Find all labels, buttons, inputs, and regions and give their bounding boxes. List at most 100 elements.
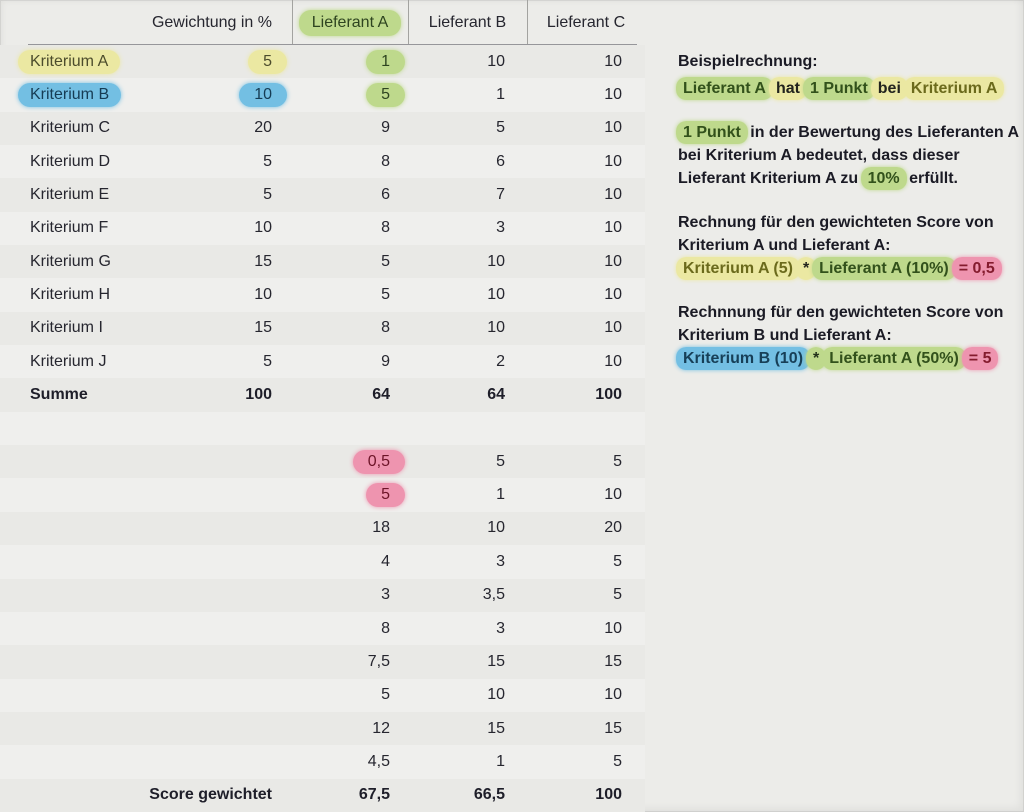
cell-weighted-b: 1 <box>496 752 505 770</box>
cell-weighted-c: 5 <box>613 586 622 604</box>
cell-weighted-c: 15 <box>604 719 622 737</box>
criterion-row: Kriterium A 5 1 10 10 <box>0 45 645 79</box>
cell-weighted-a: 3 <box>381 586 390 604</box>
column-header-weight: Gewichtung in % <box>151 13 272 31</box>
cell-weighted-a: 7,5 <box>367 652 390 670</box>
cell-sum-b: 64 <box>487 386 505 404</box>
highlight-green: Lieferant A (50%) <box>822 347 966 370</box>
highlight-green: Lieferant A <box>298 9 402 36</box>
cell-weight: 10 <box>239 83 287 108</box>
cell-total-b: 66,5 <box>473 786 505 804</box>
cell-sum-c: 100 <box>595 386 622 404</box>
cell-score-c: 10 <box>604 152 622 170</box>
column-header-lieferant-b: Lieferant B <box>428 13 507 31</box>
cell-score-a: 5 <box>381 286 390 304</box>
weighted-row: 5 10 10 <box>0 678 645 712</box>
header-underline <box>28 44 637 45</box>
criterion-row: Kriterium B 10 5 1 10 <box>0 78 645 112</box>
cell-total-a: 67,5 <box>358 786 390 804</box>
criterion-row: Kriterium I 15 8 10 10 <box>0 311 645 346</box>
cell-weighted-c: 5 <box>613 552 622 570</box>
cell-score-c: 10 <box>604 86 622 104</box>
cell-score-a: 6 <box>381 186 390 204</box>
weighted-row: 3 3,5 5 <box>0 578 645 612</box>
cell-label: Kriterium D <box>30 152 111 170</box>
cell-score-a: 9 <box>381 119 390 137</box>
cell-score-c: 10 <box>604 186 622 204</box>
weighted-row: 8 3 10 <box>0 611 645 646</box>
cell-weighted-b: 15 <box>487 652 505 670</box>
cell-label: Summe <box>30 386 88 404</box>
cell-weighted-b: 10 <box>487 686 505 704</box>
spacer-row <box>0 411 645 446</box>
cell-weight: 15 <box>254 252 272 270</box>
cell-score-b: 5 <box>496 119 505 137</box>
highlight-green: Lieferant A (10%) <box>812 257 956 280</box>
cell-score-b: 2 <box>496 352 505 370</box>
calc2-heading: Rechnnung für den gewichteten Score von … <box>678 304 1004 344</box>
criterion-row: Kriterium H 10 5 10 10 <box>0 278 645 312</box>
cell-weighted-c: 5 <box>613 452 622 470</box>
highlight-blue: Kriterium B (10) <box>676 347 811 370</box>
cell-label: Kriterium F <box>30 219 109 237</box>
cell-score-c: 10 <box>604 352 622 370</box>
cell-weight: 10 <box>254 286 272 304</box>
weighted-row: 0,5 5 5 <box>0 445 645 479</box>
multiply-operator: * <box>806 347 827 370</box>
cell-score-c: 10 <box>604 52 622 70</box>
cell-weighted-a: 18 <box>372 519 390 537</box>
cell-total-c: 100 <box>595 786 622 804</box>
cell-weighted-a: 0,5 <box>352 449 405 474</box>
sum-row: Summe 100 64 64 100 <box>0 378 645 412</box>
cell-score-b: 10 <box>487 52 505 70</box>
weighted-row: 7,5 15 15 <box>0 645 645 679</box>
cell-weighted-b: 1 <box>496 486 505 504</box>
cell-score-a: 5 <box>366 83 405 108</box>
highlight-green: 10% <box>860 167 907 190</box>
criterion-row: Kriterium J 5 9 2 10 <box>0 345 645 379</box>
weighted-row: 12 15 15 <box>0 711 645 746</box>
explanation-paragraph: 1 Punkt in der Bewertung des Lieferanten… <box>676 121 1024 190</box>
cell-score-b: 10 <box>487 319 505 337</box>
highlight-yellow: hat <box>768 77 807 100</box>
cell-weighted-c: 15 <box>604 652 622 670</box>
cell-score-a: 5 <box>381 252 390 270</box>
cell-weighted-b: 3 <box>496 552 505 570</box>
cell-score-b: 10 <box>487 252 505 270</box>
cell-score-b: 1 <box>496 86 505 104</box>
cell-weight: 20 <box>254 119 272 137</box>
table-body: Kriterium A 5 1 10 10 Kriterium B 10 5 1… <box>0 45 645 812</box>
cell-weighted-b: 5 <box>496 452 505 470</box>
cell-score-b: 6 <box>496 152 505 170</box>
weighted-row: 18 10 20 <box>0 511 645 546</box>
cell-label: Kriterium G <box>30 252 111 270</box>
weighted-score-row: Score gewichtet 67,5 66,5 100 <box>0 778 645 812</box>
highlight-yellow: bei <box>870 77 908 100</box>
cell-score-b: 7 <box>496 186 505 204</box>
highlight-green: Lieferant A <box>676 77 773 100</box>
weighted-row: 5 1 10 <box>0 478 645 512</box>
cell-label: Kriterium H <box>30 286 111 304</box>
cell-score-a: 8 <box>381 319 390 337</box>
cell-score-b: 3 <box>496 219 505 237</box>
cell-weight: 15 <box>254 319 272 337</box>
table-header-row: Gewichtung in % Lieferant A Lieferant B … <box>0 0 645 45</box>
cell-score-a: 8 <box>381 219 390 237</box>
cell-weighted-a: 4,5 <box>367 752 390 770</box>
cell-weighted-a: 12 <box>372 719 390 737</box>
calc1-heading: Rechnung für den gewichteten Score von K… <box>678 214 994 254</box>
criterion-row: Kriterium C 20 9 5 10 <box>0 111 645 146</box>
cell-weight: 5 <box>248 49 287 74</box>
highlight-yellow: Kriterium A (5) <box>676 257 800 280</box>
cell-score-a: 1 <box>366 49 405 74</box>
cell-label: Kriterium C <box>30 119 111 137</box>
highlight-yellow: Kriterium A <box>903 77 1005 100</box>
cell-label: Kriterium B <box>18 83 122 108</box>
cell-score-b: 10 <box>487 286 505 304</box>
cell-label: Score gewichtet <box>149 786 272 804</box>
cell-weighted-a: 5 <box>366 483 405 508</box>
weighted-row: 4,5 1 5 <box>0 745 645 779</box>
cell-label: Kriterium A <box>18 49 121 74</box>
